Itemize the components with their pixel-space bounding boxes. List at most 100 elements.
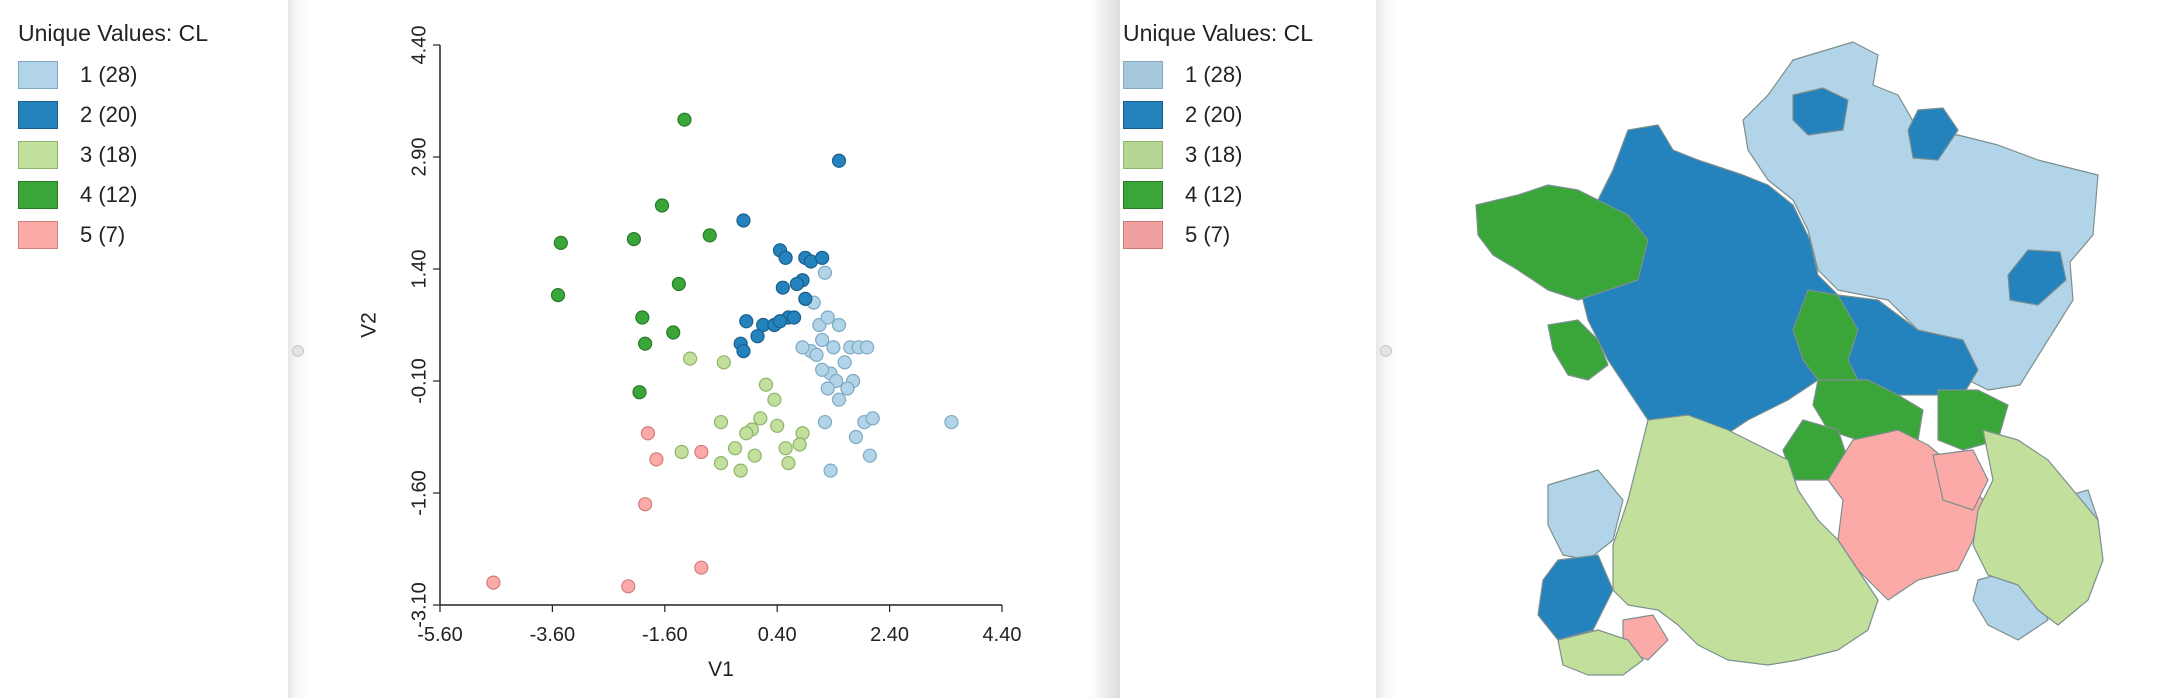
scatter-point-cluster-3 [713, 456, 729, 471]
scatter-point-cluster-1 [848, 429, 863, 445]
scatter-point-cluster-2 [778, 250, 793, 265]
legend-swatch [18, 141, 58, 169]
y-tick-label: -0.10 [408, 358, 430, 404]
map-region-cluster-4[interactable] [1475, 184, 1649, 301]
scatter-point-cluster-2 [831, 153, 847, 168]
scatter-point-cluster-3 [716, 355, 731, 370]
scatter-point-cluster-2 [789, 276, 804, 292]
scatter-point-cluster-5 [486, 575, 501, 590]
scatter-point-cluster-1 [820, 310, 835, 325]
legend-swatch [1123, 101, 1163, 129]
scatter-point-cluster-1 [823, 463, 838, 478]
scatter-point-cluster-3 [767, 392, 782, 407]
scatter-point-cluster-5 [640, 426, 656, 441]
x-tick-label: -3.60 [530, 624, 576, 646]
scatter-point-cluster-3 [727, 441, 743, 456]
map-region-cluster-2[interactable] [1907, 107, 1959, 161]
legend-swatch [1123, 61, 1163, 89]
scatter-plot: -5.60 -3.60 -1.60 0.40 2.40 4.40 -3.10 -1.60 -0.… [358, 26, 1022, 681]
scatter-point-cluster-1 [815, 332, 830, 348]
map-region-cluster-3[interactable] [1972, 429, 2104, 626]
scatter-point-cluster-3 [713, 414, 729, 430]
legend-title: Unique Values: CL [18, 20, 209, 46]
y-tick-label: 2.90 [408, 138, 430, 177]
scatter-point-cluster-4 [635, 310, 650, 325]
scatter-point-cluster-1 [865, 411, 880, 426]
y-tick-label: 1.40 [408, 250, 430, 289]
scatter-point-cluster-2 [815, 250, 830, 265]
legend-label: 5 (7) [80, 222, 126, 247]
scatter-point-cluster-2 [798, 291, 813, 306]
scatter-point-cluster-4 [654, 198, 670, 213]
legend-swatch [18, 221, 58, 249]
x-tick-label: 4.40 [983, 624, 1022, 646]
scatter-point-cluster-2 [775, 280, 790, 295]
scatter-point-cluster-1 [809, 347, 824, 362]
map-regions [1475, 41, 2104, 676]
scatter-point-cluster-4 [677, 112, 692, 127]
legend-swatch [1123, 221, 1163, 249]
scatter-point-cluster-1 [831, 317, 847, 333]
panel-shadow [1090, 0, 1120, 698]
scatter-point-cluster-3 [733, 463, 748, 478]
x-tick-label: 2.40 [870, 624, 909, 646]
splitter-handle[interactable] [292, 345, 304, 357]
legend-label: 2 (20) [80, 102, 138, 127]
x-tick-label: 0.40 [758, 624, 797, 646]
panel-splitter-left[interactable] [288, 0, 308, 698]
map-region-cluster-1[interactable] [1547, 469, 1624, 561]
map-region-cluster-3[interactable] [1557, 629, 1644, 676]
scatter-point-cluster-5 [621, 579, 636, 594]
scatter-point-cluster-1 [831, 392, 847, 407]
y-tick-label: -1.60 [408, 470, 430, 516]
panel-splitter-right[interactable] [1376, 0, 1398, 698]
scatter-point-cluster-4 [553, 235, 568, 250]
scatter-point-cluster-3 [770, 418, 785, 433]
legend-panel-left: Unique Values: CL 1 (28) 2 (20) 3 (18) 4… [0, 0, 290, 698]
choropleth-map [1475, 41, 2104, 676]
scatter-point-cluster-4 [702, 228, 717, 243]
y-axis-label: V2 [358, 312, 381, 338]
x-tick-label: -5.60 [417, 624, 463, 646]
scatter-point-cluster-5 [694, 560, 709, 575]
scatter-point-cluster-1 [817, 414, 833, 430]
scatter-point-cluster-3 [739, 426, 754, 441]
scatter-point-cluster-2 [736, 213, 751, 228]
scatter-point-cluster-2 [786, 310, 802, 325]
scatter-point-cluster-3 [682, 351, 698, 366]
splitter-handle[interactable] [1380, 345, 1392, 357]
map-region-cluster-2[interactable] [1792, 87, 1849, 136]
legend-label: 5 (7) [1185, 222, 1231, 247]
scatter-point-cluster-2 [750, 329, 765, 344]
scatter-point-cluster-4 [638, 336, 653, 351]
legend-swatch [1123, 181, 1163, 209]
legend-panel-right: Unique Values: CL 1 (28) 2 (20) 3 (18) 4… [1105, 0, 1377, 698]
scatter-point-cluster-3 [758, 377, 774, 392]
scatter-point-cluster-1 [862, 448, 878, 463]
map-region-cluster-2[interactable] [2007, 249, 2067, 306]
scatter-point-cluster-5 [638, 497, 653, 512]
legend-label: 3 (18) [1185, 142, 1243, 167]
x-axis-label: V1 [708, 658, 734, 681]
scatter-point-cluster-4 [632, 385, 647, 400]
scatter-point-cluster-2 [736, 344, 751, 359]
scatter-point-cluster-3 [674, 444, 689, 460]
scatter-point-cluster-1 [860, 340, 875, 355]
legend-swatch [1123, 141, 1163, 169]
scatter-point-cluster-1 [815, 362, 830, 377]
map-region-cluster-3[interactable] [1612, 414, 1879, 666]
scatter-point-cluster-5 [694, 444, 709, 460]
scatter-point-cluster-3 [778, 441, 793, 456]
map-region-cluster-2[interactable] [1537, 554, 1614, 641]
legend-label: 4 (12) [1185, 182, 1243, 207]
scatter-point-cluster-1 [944, 414, 959, 430]
scatter-point-cluster-4 [550, 288, 566, 303]
legend-label: 4 (12) [80, 182, 138, 207]
map-region-cluster-4[interactable] [1547, 319, 1609, 381]
scatter-point-cluster-1 [826, 340, 841, 355]
scatter-point-cluster-3 [792, 437, 807, 452]
map-region-cluster-5[interactable] [1932, 449, 1989, 511]
scatter-point-cluster-3 [781, 456, 796, 471]
scatter-point-cluster-2 [739, 314, 754, 329]
y-tick-label: 4.40 [408, 26, 430, 65]
